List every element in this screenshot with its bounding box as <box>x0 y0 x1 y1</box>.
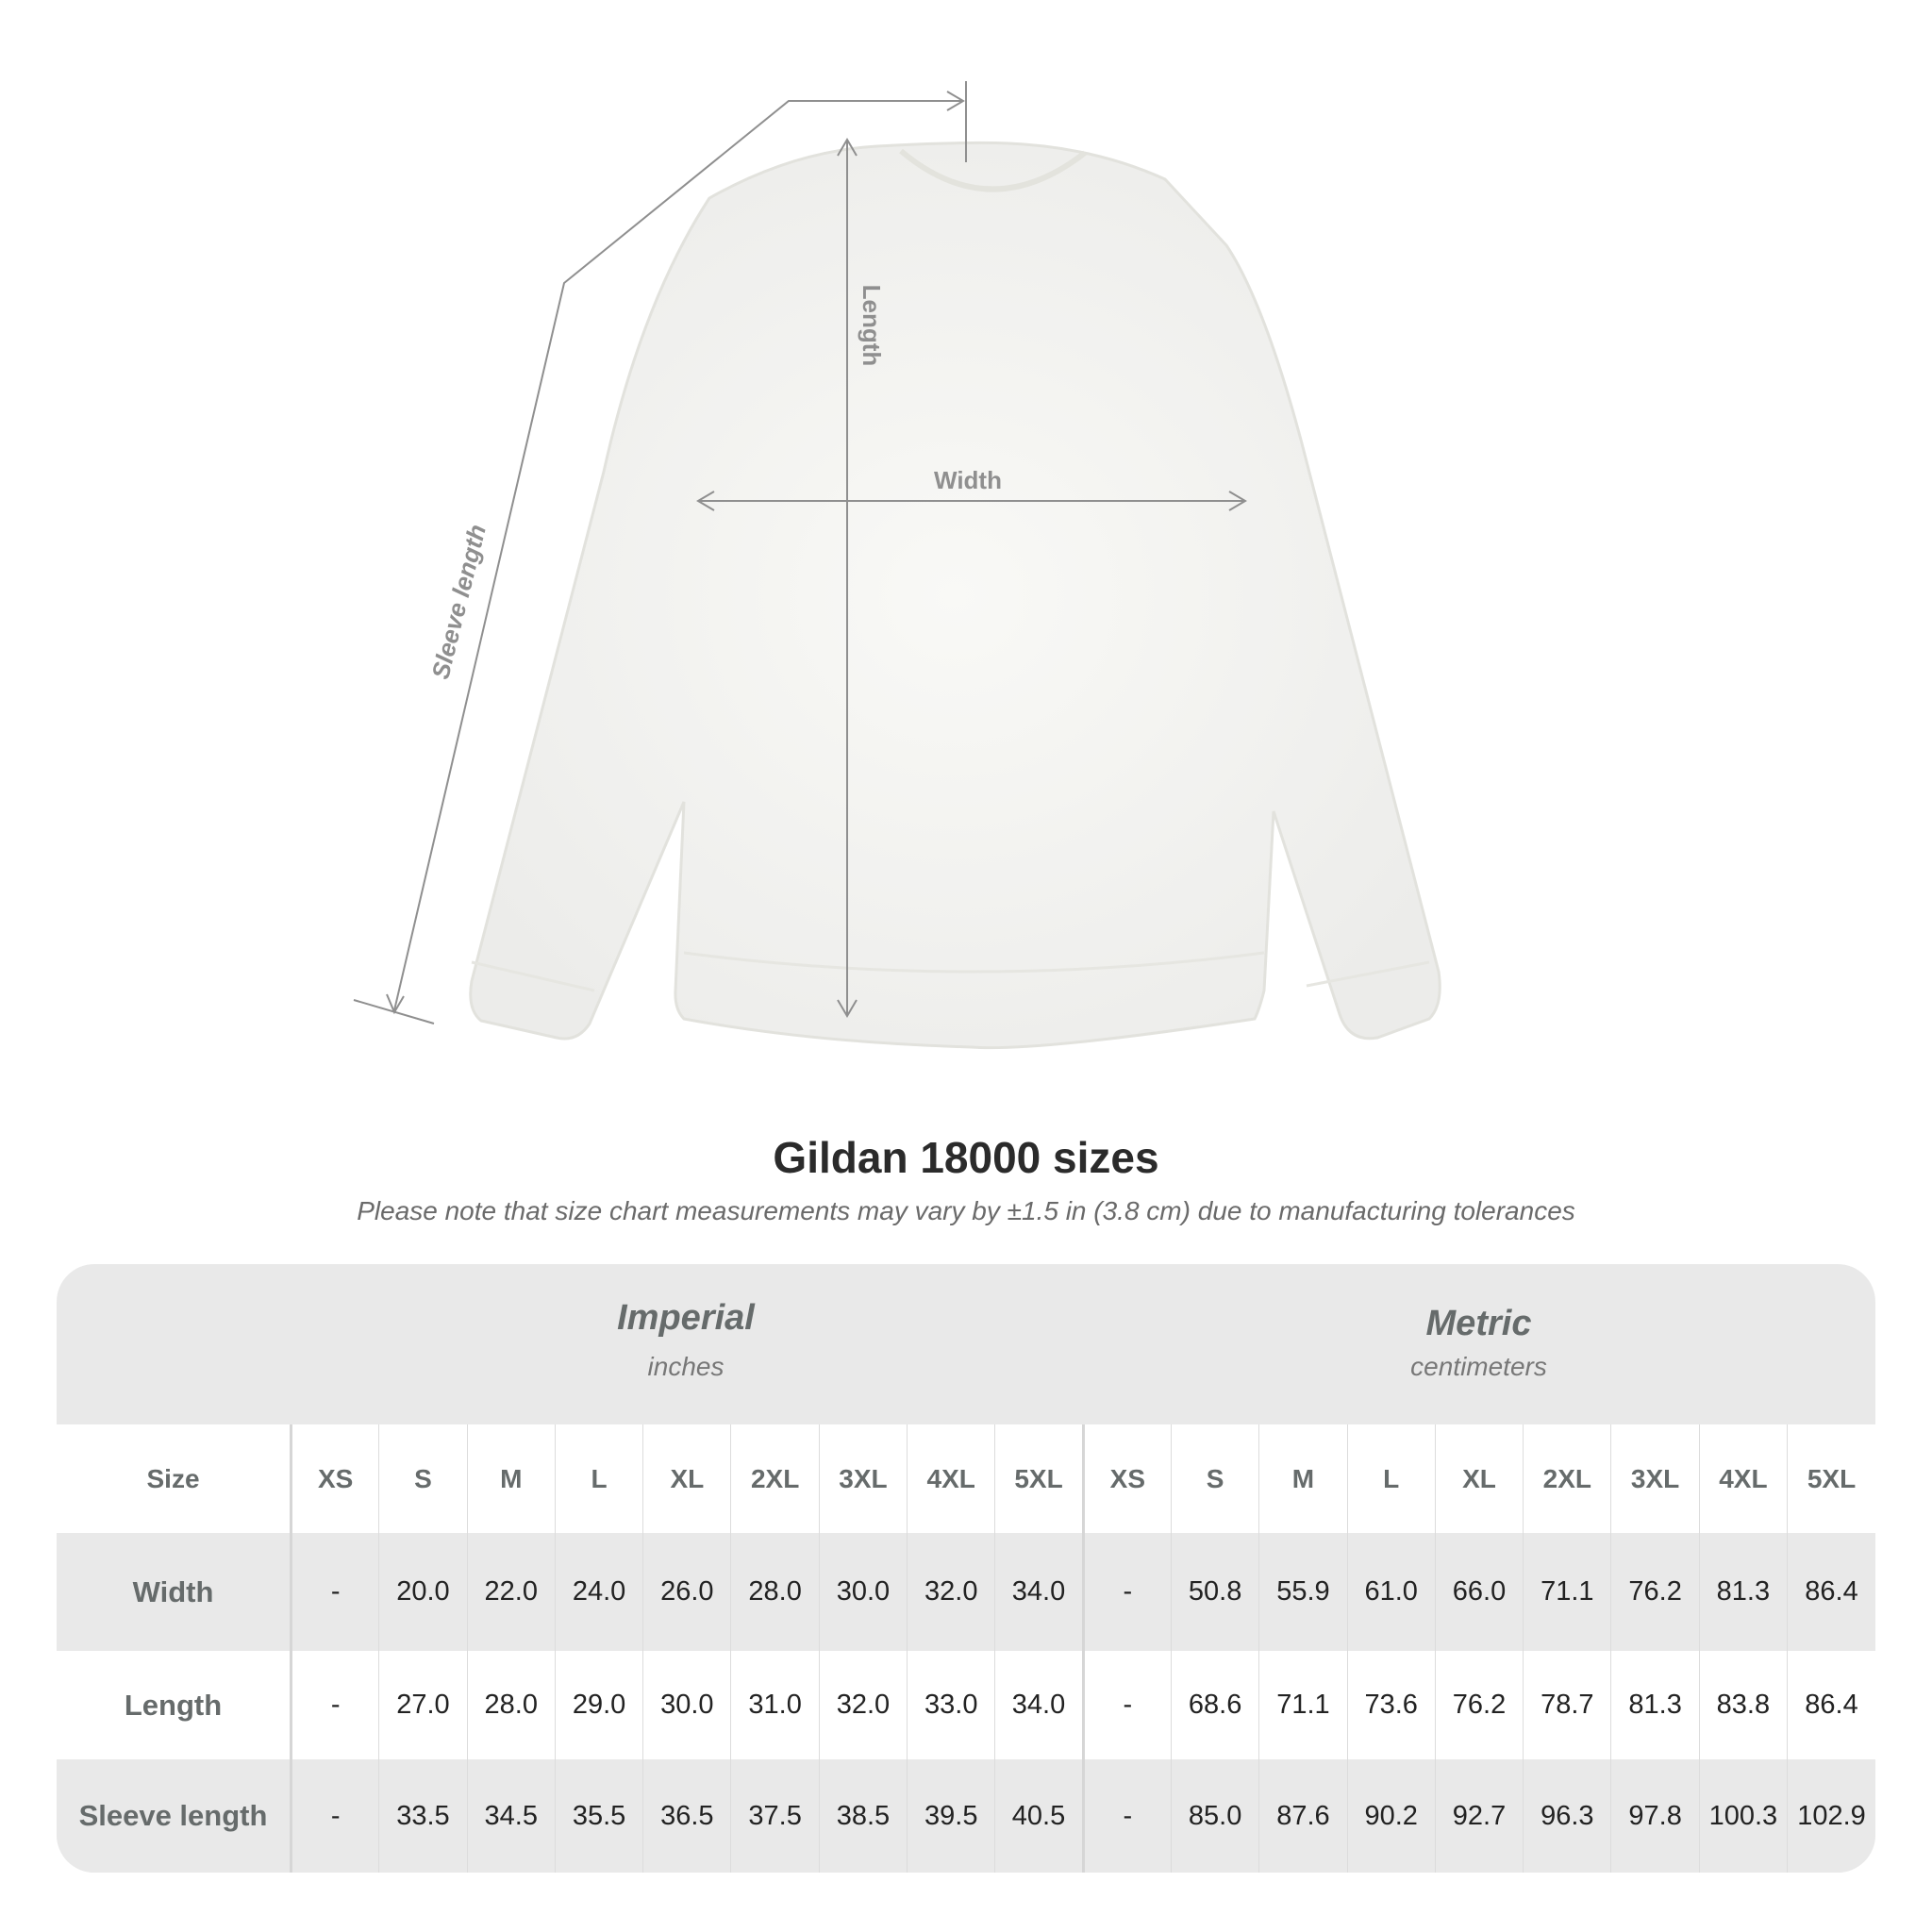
table-cell: 83.8 <box>1698 1651 1788 1759</box>
table-cell: 55.9 <box>1258 1533 1348 1651</box>
table-cell: 2XL <box>730 1424 820 1533</box>
table-cell: 76.2 <box>1434 1651 1524 1759</box>
table-cell: 39.5 <box>907 1759 995 1873</box>
imperial-header: Imperial inches <box>290 1264 1082 1424</box>
table-cell: - <box>290 1533 379 1651</box>
table-cell: 81.3 <box>1698 1533 1788 1651</box>
table-cell: 86.4 <box>1787 1533 1875 1651</box>
table-cell: S <box>1170 1424 1259 1533</box>
table-cell: 32.0 <box>907 1533 995 1651</box>
table-cell: 61.0 <box>1346 1533 1436 1651</box>
table-cell: 35.5 <box>554 1759 643 1873</box>
table-cell: 92.7 <box>1434 1759 1524 1873</box>
metric-unit: centimeters <box>1410 1352 1547 1381</box>
table-cell: 28.0 <box>466 1651 556 1759</box>
row-label: Sleeve length <box>57 1759 292 1873</box>
table-cell: 37.5 <box>730 1759 820 1873</box>
table-row: Size XS S M L XL 2XL 3XL 4XL 5XL XS S M L XL 2XL 3XL 4XL 5… <box>57 1424 1875 1533</box>
table-cell: 33.5 <box>378 1759 468 1873</box>
table-cell: 86.4 <box>1787 1651 1875 1759</box>
sweatshirt-illustration <box>469 141 1441 1050</box>
metric-header: Metric centimeters <box>1082 1264 1875 1424</box>
table-cell: 20.0 <box>378 1533 468 1651</box>
table-cell: - <box>1081 1651 1172 1759</box>
table-cell: 28.0 <box>730 1533 820 1651</box>
table-cell: 5XL <box>1787 1424 1875 1533</box>
imperial-unit: inches <box>647 1352 724 1381</box>
tolerance-note: Please note that size chart measurements… <box>357 1196 1575 1225</box>
table-cell: 3XL <box>1610 1424 1700 1533</box>
table-cell: S <box>378 1424 468 1533</box>
table-cell: 87.6 <box>1258 1759 1348 1873</box>
row-label: Width <box>57 1533 292 1651</box>
table-cell: 102.9 <box>1787 1759 1875 1873</box>
table-cell: 27.0 <box>378 1651 468 1759</box>
sweatshirt-diagram: Length Width Sleeve length <box>353 81 1441 1050</box>
table-cell: 71.1 <box>1523 1533 1611 1651</box>
table-cell: 30.0 <box>818 1533 908 1651</box>
table-cell: 100.3 <box>1698 1759 1788 1873</box>
table-cell: 34.0 <box>994 1533 1084 1651</box>
table-cell: 33.0 <box>907 1651 995 1759</box>
length-label: Length <box>858 285 886 367</box>
table-cell: 50.8 <box>1170 1533 1259 1651</box>
table-cell: M <box>1258 1424 1348 1533</box>
table-cell: 5XL <box>994 1424 1084 1533</box>
table-cell: 24.0 <box>554 1533 643 1651</box>
table-cell: L <box>554 1424 643 1533</box>
table-cell: 85.0 <box>1170 1759 1259 1873</box>
table-cell: - <box>290 1759 379 1873</box>
metric-label: Metric <box>1425 1304 1532 1343</box>
dimension-lines <box>353 81 1247 1024</box>
table-cell: 26.0 <box>642 1533 731 1651</box>
table-cell: 4XL <box>907 1424 995 1533</box>
table-cell: 34.0 <box>994 1651 1084 1759</box>
chart-title: Gildan 18000 sizes <box>773 1133 1159 1182</box>
table-cell: L <box>1346 1424 1436 1533</box>
table-cell: XL <box>642 1424 731 1533</box>
table-cell: - <box>1081 1533 1172 1651</box>
table-cell: - <box>290 1651 379 1759</box>
table-cell: 29.0 <box>554 1651 643 1759</box>
table-cell: XL <box>1434 1424 1524 1533</box>
table-cell: 90.2 <box>1346 1759 1436 1873</box>
table-cell: 68.6 <box>1170 1651 1259 1759</box>
table-cell: 40.5 <box>994 1759 1084 1873</box>
size-grid: Size XS S M L XL 2XL 3XL 4XL 5XL XS S M L XL 2XL 3XL 4XL 5… <box>57 1424 1875 1873</box>
table-cell: 71.1 <box>1258 1651 1348 1759</box>
table-cell: 38.5 <box>818 1759 908 1873</box>
table-cell: 31.0 <box>730 1651 820 1759</box>
imperial-label: Imperial <box>617 1298 755 1338</box>
table-cell: 4XL <box>1698 1424 1788 1533</box>
table-row: Sleeve length -33.5 34.5 35.5 36.5 37.5 38.5 39… <box>57 1759 1875 1873</box>
table-cell: 22.0 <box>466 1533 556 1651</box>
table-cell: 2XL <box>1523 1424 1611 1533</box>
table-cell: 96.3 <box>1523 1759 1611 1873</box>
sleeve-length-label: Sleeve length <box>425 522 491 682</box>
row-label: Size <box>57 1424 292 1533</box>
row-label: Length <box>57 1651 292 1759</box>
table-cell: 81.3 <box>1610 1651 1700 1759</box>
table-cell: XS <box>290 1424 379 1533</box>
size-table: Imperial inches Metric centimeters Size X… <box>57 1264 1875 1873</box>
table-cell: 97.8 <box>1610 1759 1700 1873</box>
table-cell: M <box>466 1424 556 1533</box>
table-cell: 73.6 <box>1346 1651 1436 1759</box>
width-label: Width <box>934 466 1002 494</box>
table-cell: 76.2 <box>1610 1533 1700 1651</box>
table-cell: 66.0 <box>1434 1533 1524 1651</box>
table-cell: 36.5 <box>642 1759 731 1873</box>
table-cell: 34.5 <box>466 1759 556 1873</box>
table-cell: 3XL <box>818 1424 908 1533</box>
table-cell: - <box>1081 1759 1172 1873</box>
table-cell: 78.7 <box>1523 1651 1611 1759</box>
table-row: Length -27.0 28.0 29.0 30.0 31.0 32.0 33.0 34.0-… <box>57 1651 1875 1759</box>
table-cell: XS <box>1081 1424 1172 1533</box>
table-row: Width -20.0 22.0 24.0 26.0 28.0 30.0 32.0 34.0-5… <box>57 1533 1875 1651</box>
table-cell: 30.0 <box>642 1651 731 1759</box>
table-cell: 32.0 <box>818 1651 908 1759</box>
